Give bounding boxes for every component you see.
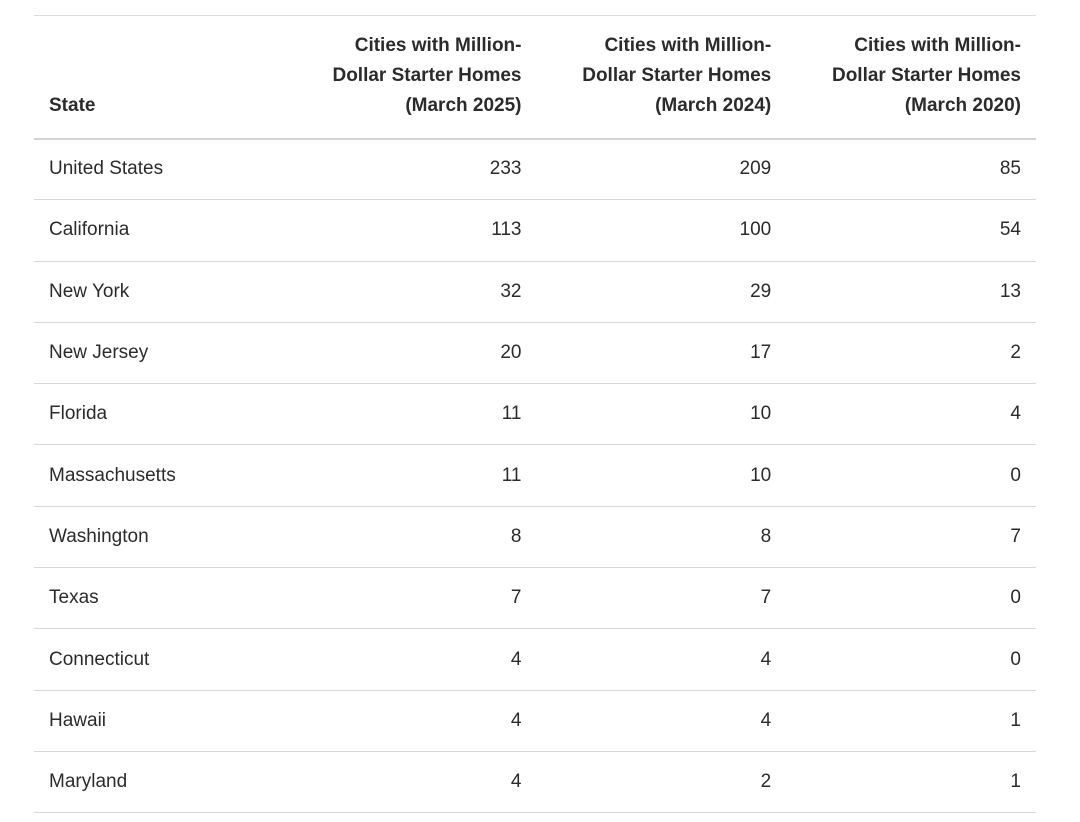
table-row: Maryland 4 2 1 — [34, 751, 1036, 813]
count-cell: 8 — [510, 525, 522, 547]
count-cell: 29 — [750, 280, 772, 302]
state-cell: Maryland — [49, 771, 128, 793]
count-cell: 7 — [510, 587, 522, 609]
count-cell: 209 — [739, 158, 772, 180]
table-row: New Jersey 20 17 2 — [34, 322, 1036, 384]
table-head: State Cities with Million-Dollar Starter… — [34, 15, 1036, 139]
count-cell: 54 — [999, 219, 1021, 241]
state-cell: Texas — [49, 587, 99, 609]
count-cell: 0 — [1010, 464, 1021, 486]
count-cell: 10 — [750, 464, 772, 486]
table-row: Florida 11 10 4 — [34, 384, 1036, 445]
count-cell: 17 — [750, 342, 772, 364]
table-row: Connecticut 4 4 0 — [34, 629, 1036, 691]
table-row: Hawaii 4 4 1 — [34, 690, 1036, 752]
count-cell: 8 — [760, 525, 772, 547]
count-cell: 113 — [491, 219, 522, 241]
count-cell: 4 — [510, 648, 522, 670]
count-cell: 4 — [1010, 403, 1021, 425]
state-cell: New Jersey — [49, 342, 149, 364]
table-row: California 113 100 54 — [34, 200, 1036, 262]
count-cell: 7 — [760, 587, 772, 609]
count-cell: 0 — [1010, 587, 1021, 609]
state-cell: Florida — [49, 403, 108, 425]
header-text: Cities with Million-Dollar Starter Homes… — [831, 34, 1021, 116]
state-cell: Washington — [49, 525, 149, 547]
table-row: Massachusetts 11 10 0 — [34, 445, 1036, 507]
header-row: State Cities with Million-Dollar Starter… — [34, 15, 1036, 139]
state-cell: Connecticut — [49, 648, 150, 670]
count-cell: 1 — [1010, 771, 1021, 793]
header-text: Cities with Million-Dollar Starter Homes… — [582, 34, 772, 116]
count-cell: 0 — [1010, 648, 1021, 670]
count-cell: 2 — [1010, 342, 1021, 364]
table-row: United States 233 209 85 — [34, 139, 1036, 200]
header-text: Cities with Million-Dollar Starter Homes… — [332, 34, 522, 116]
count-cell: 10 — [750, 403, 772, 425]
table-row: New York 32 29 13 — [34, 261, 1036, 323]
count-cell: 4 — [510, 709, 522, 731]
header-cell: State — [49, 94, 96, 116]
state-cell: Massachusetts — [49, 464, 176, 486]
header-cell: Cities with Million-Dollar Starter Homes… — [287, 16, 537, 139]
state-cell: New York — [49, 280, 130, 302]
count-cell: 4 — [760, 709, 772, 731]
count-cell: 2 — [760, 771, 772, 793]
state-cell: United States — [49, 158, 164, 180]
count-cell: 7 — [1010, 525, 1021, 547]
count-cell: 32 — [500, 280, 522, 302]
count-cell: 1 — [1010, 709, 1021, 731]
count-cell: 100 — [739, 219, 772, 241]
count-cell: 4 — [760, 648, 772, 670]
state-cell: California — [49, 219, 130, 241]
count-cell: 233 — [489, 158, 522, 180]
data-table: State Cities with Million-Dollar Starter… — [34, 15, 1036, 813]
count-cell: 11 — [501, 464, 522, 486]
count-cell: 13 — [999, 280, 1021, 302]
state-cell: Hawaii — [49, 709, 107, 731]
table-row: Washington 8 8 7 — [34, 506, 1036, 568]
table-body: United States 233 209 85 California 113 100 54 N… — [34, 139, 1036, 813]
count-cell: 11 — [501, 403, 522, 425]
count-cell: 4 — [510, 771, 522, 793]
count-cell: 20 — [500, 342, 522, 364]
header-cell: Cities with Million-Dollar Starter Homes… — [786, 16, 1036, 139]
header-cell: Cities with Million-Dollar Starter Homes… — [537, 16, 787, 139]
count-cell: 85 — [999, 158, 1021, 180]
table-row: Texas 7 7 0 — [34, 568, 1036, 629]
